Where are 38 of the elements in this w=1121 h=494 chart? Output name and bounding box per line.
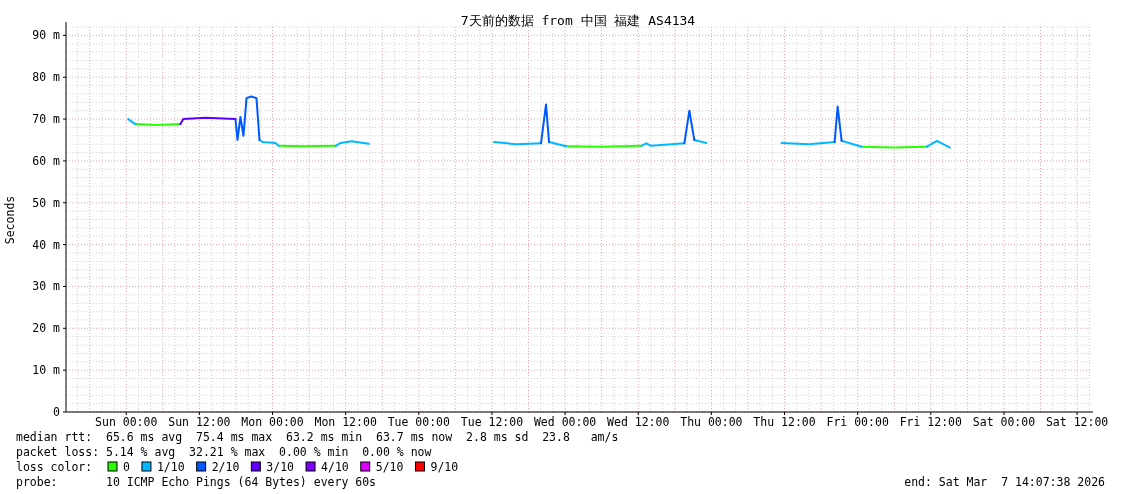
legend-title: loss color: xyxy=(16,460,93,474)
legend-label: 1/10 xyxy=(156,460,185,474)
ytick: 10 m xyxy=(32,363,60,378)
ytick: 40 m xyxy=(32,237,60,252)
xtick: Mon 00:00 xyxy=(241,415,304,429)
legend-label: 3/10 xyxy=(266,460,295,474)
title: 7天前的数据 from 中国 福建 AS4134 xyxy=(460,13,696,28)
xtick: Wed 00:00 xyxy=(533,415,597,429)
xtick: Sun 12:00 xyxy=(168,415,231,429)
ytick: 30 m xyxy=(32,279,60,294)
xtick: Thu 00:00 xyxy=(680,415,743,429)
annotation: probe: 10 ICMP Echo Pings (64 Bytes) every 60s xyxy=(16,475,377,489)
ytick: 90 m xyxy=(32,28,60,43)
annotation: median rtt: 65.6 ms avg 75.4 ms max 63.2 ms min 63.7 ms now 2.8 ms sd 23.8 am/s xyxy=(16,430,619,444)
legend-label: 5/10 xyxy=(375,460,404,474)
legend-label: 2/10 xyxy=(211,460,240,474)
ytick: 70 m xyxy=(32,112,60,127)
legend-label: 0 xyxy=(123,460,130,474)
xtick: Fri 00:00 xyxy=(826,415,889,429)
annotation: end: Sat Mar 7 14:07:38 2026 xyxy=(904,475,1105,489)
ytick: 60 m xyxy=(32,153,60,168)
xtick: Thu 12:00 xyxy=(753,415,816,429)
xtick: Wed 12:00 xyxy=(607,415,670,429)
xtick: Tue 00:00 xyxy=(387,415,450,429)
ytick: 50 m xyxy=(32,195,60,210)
xtick: Sat 00:00 xyxy=(972,415,1036,429)
ytick: 80 m xyxy=(32,70,60,85)
xtick: Sat 12:00 xyxy=(1045,415,1109,429)
ytick: 20 m xyxy=(32,321,60,336)
ylabel: Seconds xyxy=(3,195,17,245)
xtick: Fri 12:00 xyxy=(899,415,962,429)
legend-label: 9/10 xyxy=(430,460,459,474)
annotation: packet loss: 5.14 % avg 32.21 % max 0.00 % min 0.00 % now xyxy=(16,445,432,459)
legend-label: 4/10 xyxy=(321,460,349,474)
ytick: 0 xyxy=(53,405,60,419)
xtick: Mon 12:00 xyxy=(314,415,377,429)
xtick: Tue 12:00 xyxy=(460,415,524,429)
xtick: Sun 00:00 xyxy=(95,415,158,429)
